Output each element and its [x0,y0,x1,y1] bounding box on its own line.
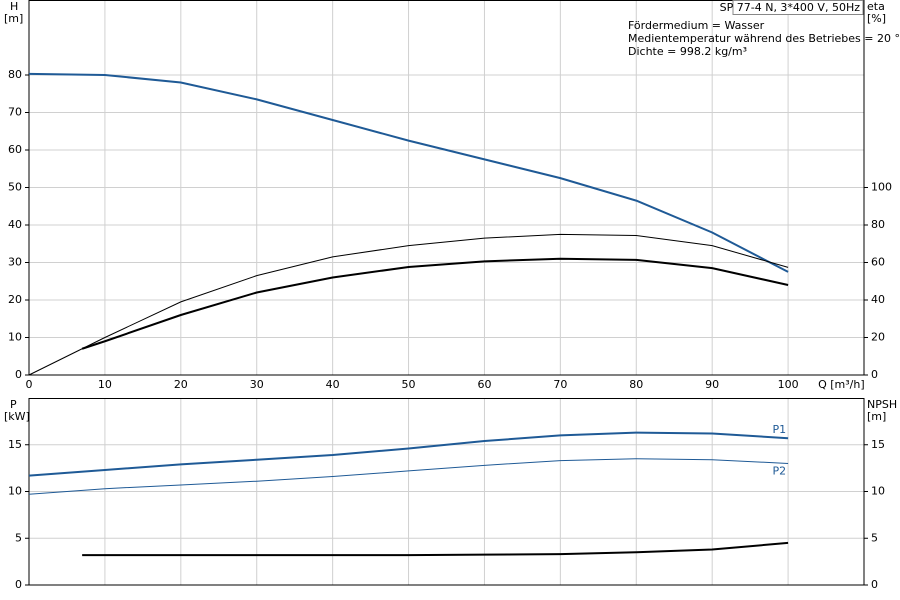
y-tick-label: 80 [8,68,22,81]
curve [28,458,789,495]
y2-tick-label: 100 [871,181,892,194]
y-tick-label: 0 [15,578,22,591]
note: Dichte = 998.2 kg/m³ [628,45,747,58]
title-box [732,0,864,15]
y-tick-label: 0 [15,368,22,381]
y-tick-label: 20 [8,293,22,306]
y2-tick-label: 20 [871,331,885,344]
y2-tick-label: 60 [871,256,885,269]
x-tick-label: 100 [778,378,799,391]
y-tick-label: 40 [8,218,22,231]
curve [82,541,789,557]
y-axis-unit: [m] [4,12,23,25]
y2-axis-unit: [m] [867,410,886,423]
y-tick-label: 70 [8,106,22,119]
y2-tick-label: 40 [871,293,885,306]
chart-title: SP 77-4 N, 3*400 V, 50Hz [720,1,861,14]
y2-tick-label: 10 [871,485,885,498]
x-axis-label: Q [m³/h] [818,378,865,391]
x-tick-label: 0 [26,378,33,391]
y2-tick-label: 5 [871,531,878,544]
x-tick-label: 70 [553,378,567,391]
x-tick-label: 90 [705,378,719,391]
y2-axis-unit: [%] [867,12,886,25]
y2-tick-label: 0 [871,578,878,591]
y-tick-label: 50 [8,181,22,194]
x-tick-label: 50 [402,378,416,391]
y-tick-label: 5 [15,531,22,544]
curve-label: P1 [772,423,786,436]
y2-tick-label: 80 [871,218,885,231]
y-tick-label: 10 [8,331,22,344]
y-axis-unit: [kW] [4,410,30,423]
x-tick-label: 60 [477,378,491,391]
y2-axis-label: NPSH [867,398,897,411]
y-tick-label: 15 [8,438,22,451]
y-axis-label: P [10,398,17,411]
y2-tick-label: 0 [871,368,878,381]
y2-axis-label: eta [867,0,885,13]
plot-frame [28,0,865,376]
y-tick-label: 10 [8,485,22,498]
curve [28,233,789,376]
plot-frame [28,398,865,586]
curve [28,431,789,477]
curve [28,72,789,273]
y2-tick-label: 15 [871,438,885,451]
note: Fördermedium = Wasser [628,19,765,32]
y-axis-label: H [10,0,18,13]
note: Medientemperatur während des Betriebes =… [628,32,900,45]
x-tick-label: 10 [98,378,112,391]
x-tick-label: 40 [326,378,340,391]
x-tick-label: 30 [250,378,264,391]
curve-label: P2 [772,464,786,477]
curve [81,257,789,350]
y-tick-label: 30 [8,256,22,269]
y-tick-label: 60 [8,143,22,156]
x-tick-label: 80 [629,378,643,391]
x-tick-label: 20 [174,378,188,391]
